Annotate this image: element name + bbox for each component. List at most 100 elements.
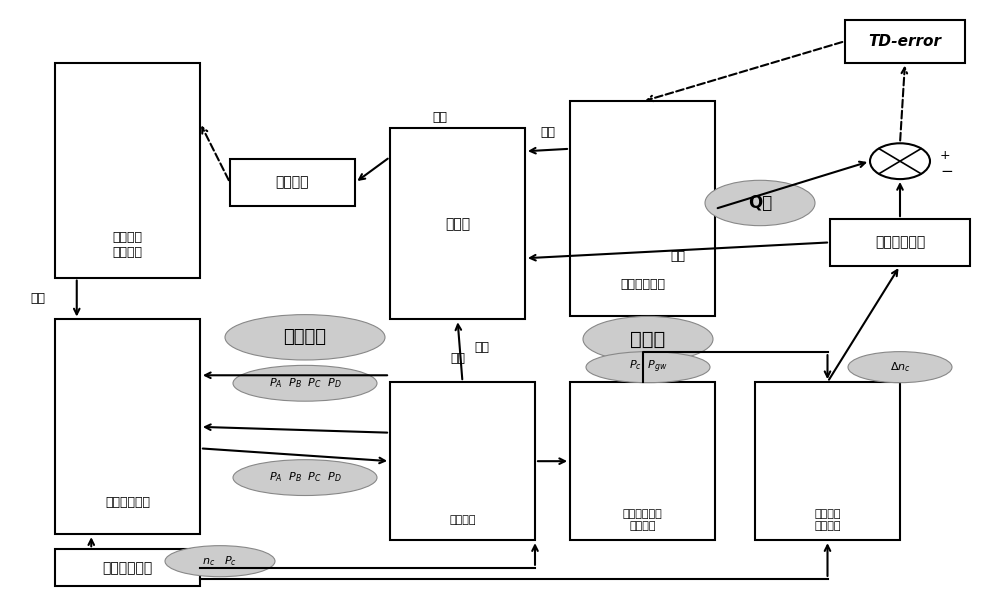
Circle shape — [769, 408, 779, 414]
FancyBboxPatch shape — [755, 382, 900, 540]
Circle shape — [666, 479, 676, 485]
Text: 经验池: 经验池 — [445, 217, 470, 231]
Ellipse shape — [225, 315, 385, 360]
Text: Q值: Q值 — [748, 194, 772, 212]
Circle shape — [511, 408, 521, 414]
Circle shape — [511, 469, 521, 475]
Circle shape — [609, 479, 619, 485]
Text: 存储: 存储 — [540, 127, 555, 139]
Circle shape — [458, 438, 468, 444]
Circle shape — [636, 234, 650, 242]
Circle shape — [689, 136, 703, 144]
Circle shape — [638, 438, 648, 444]
Circle shape — [149, 340, 163, 348]
Circle shape — [429, 397, 439, 403]
Circle shape — [149, 452, 163, 460]
Circle shape — [120, 139, 134, 147]
Circle shape — [664, 178, 678, 186]
Circle shape — [636, 122, 650, 130]
Circle shape — [429, 479, 439, 485]
Text: +: + — [940, 149, 951, 162]
Circle shape — [149, 139, 163, 147]
Circle shape — [638, 479, 648, 485]
Circle shape — [174, 181, 188, 189]
Text: 动作网络模块: 动作网络模块 — [105, 496, 150, 509]
Circle shape — [822, 438, 832, 444]
Circle shape — [584, 408, 594, 414]
Text: 奖励函数模块: 奖励函数模块 — [875, 235, 925, 250]
Circle shape — [92, 195, 106, 204]
Circle shape — [486, 397, 496, 403]
Circle shape — [120, 396, 134, 404]
Circle shape — [67, 97, 81, 106]
Circle shape — [609, 438, 619, 444]
Circle shape — [120, 195, 134, 204]
Circle shape — [92, 83, 106, 91]
Circle shape — [666, 397, 676, 403]
Circle shape — [876, 408, 886, 414]
Text: 位姿偏差: 位姿偏差 — [284, 328, 326, 346]
Circle shape — [691, 469, 701, 475]
Circle shape — [607, 178, 621, 186]
Circle shape — [404, 408, 414, 414]
Circle shape — [609, 397, 619, 403]
Circle shape — [870, 143, 930, 179]
Text: 赋值: 赋值 — [30, 292, 45, 305]
Circle shape — [607, 234, 621, 242]
FancyBboxPatch shape — [390, 128, 525, 319]
Circle shape — [486, 438, 496, 444]
Text: $P_A$  $P_B$  $P_C$  $P_D$: $P_A$ $P_B$ $P_C$ $P_D$ — [269, 470, 341, 485]
Circle shape — [636, 178, 650, 186]
Circle shape — [666, 438, 676, 444]
Circle shape — [149, 83, 163, 91]
Ellipse shape — [586, 352, 710, 383]
Text: 存储: 存储 — [475, 341, 490, 354]
Circle shape — [149, 195, 163, 204]
Text: 目标动作
网络模块: 目标动作 网络模块 — [112, 232, 143, 259]
Circle shape — [822, 479, 832, 485]
Text: $n_c$   $P_c$: $n_c$ $P_c$ — [202, 554, 238, 568]
Circle shape — [689, 220, 703, 228]
Circle shape — [486, 479, 496, 485]
Circle shape — [876, 469, 886, 475]
Circle shape — [664, 234, 678, 242]
Circle shape — [851, 438, 861, 444]
Ellipse shape — [583, 316, 713, 362]
Circle shape — [67, 438, 81, 446]
Circle shape — [429, 438, 439, 444]
FancyBboxPatch shape — [230, 159, 355, 206]
Text: $P_c$  $P_{gw}$: $P_c$ $P_{gw}$ — [629, 359, 667, 376]
Circle shape — [458, 479, 468, 485]
Text: $\Delta n_c$: $\Delta n_c$ — [890, 360, 910, 374]
Circle shape — [851, 397, 861, 403]
Circle shape — [120, 83, 134, 91]
Circle shape — [92, 139, 106, 147]
Circle shape — [582, 220, 596, 228]
Circle shape — [794, 479, 804, 485]
Circle shape — [638, 397, 648, 403]
Text: 泥水平衡系统
虚拟模型: 泥水平衡系统 虚拟模型 — [623, 509, 662, 531]
Circle shape — [174, 97, 188, 106]
FancyBboxPatch shape — [570, 382, 715, 540]
Circle shape — [794, 397, 804, 403]
Circle shape — [174, 354, 188, 362]
Text: 历史操作数据: 历史操作数据 — [102, 561, 153, 575]
Circle shape — [92, 452, 106, 460]
Circle shape — [691, 408, 701, 414]
Circle shape — [149, 396, 163, 404]
Text: −: − — [940, 164, 953, 180]
Text: 存储: 存储 — [432, 111, 448, 124]
Circle shape — [458, 397, 468, 403]
Circle shape — [664, 122, 678, 130]
FancyBboxPatch shape — [55, 63, 200, 278]
Text: 虚拟环境: 虚拟环境 — [449, 515, 476, 525]
Circle shape — [120, 340, 134, 348]
Circle shape — [92, 396, 106, 404]
Circle shape — [794, 438, 804, 444]
Text: $P_A$  $P_B$  $P_C$  $P_D$: $P_A$ $P_B$ $P_C$ $P_D$ — [269, 376, 341, 390]
Ellipse shape — [233, 460, 377, 496]
FancyBboxPatch shape — [845, 20, 965, 63]
Circle shape — [851, 479, 861, 485]
FancyBboxPatch shape — [55, 549, 200, 586]
Ellipse shape — [705, 180, 815, 226]
